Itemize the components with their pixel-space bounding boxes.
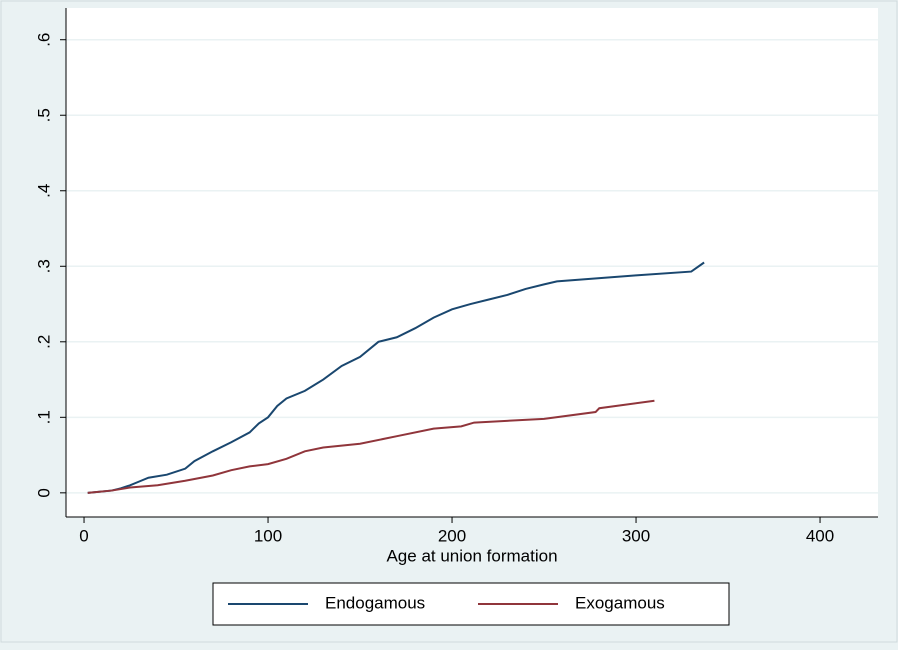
y-tick-label: .2 xyxy=(34,335,53,349)
line xyxy=(87,399,655,494)
x-tick-label: 0 xyxy=(79,526,88,545)
legend-label: Endogamous xyxy=(325,593,425,612)
x-axis-label: Age at union formation xyxy=(386,546,557,565)
x-tick-label: 200 xyxy=(438,526,466,545)
x-tick-label: 400 xyxy=(806,526,834,545)
line xyxy=(87,261,705,494)
x-tick-label: 300 xyxy=(622,526,650,545)
y-tick-label: .6 xyxy=(34,33,53,47)
y-tick-label: 0 xyxy=(34,488,53,497)
legend xyxy=(212,582,730,626)
legend-label: Exogamous xyxy=(575,593,665,612)
y-tick-label: .1 xyxy=(34,410,53,424)
x-tick-label: 100 xyxy=(254,526,282,545)
plot-area xyxy=(66,8,878,517)
y-tick-label: .5 xyxy=(34,108,53,122)
y-tick-label: .3 xyxy=(34,259,53,273)
y-tick-label: .4 xyxy=(34,184,53,198)
